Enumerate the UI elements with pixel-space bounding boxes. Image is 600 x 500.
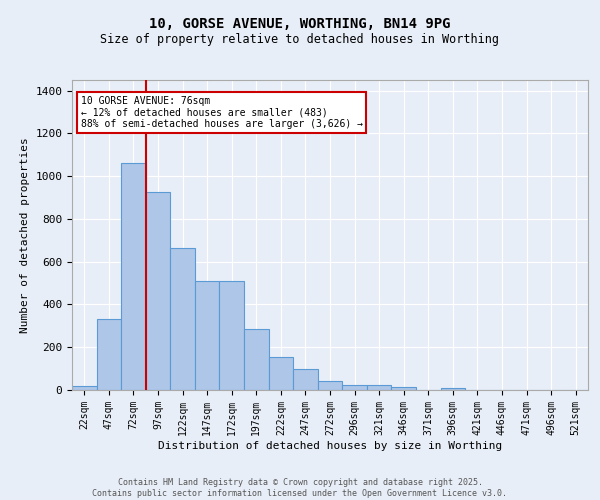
X-axis label: Distribution of detached houses by size in Worthing: Distribution of detached houses by size … xyxy=(158,440,502,450)
Bar xyxy=(342,384,367,390)
Bar xyxy=(170,248,195,390)
Text: Contains HM Land Registry data © Crown copyright and database right 2025.
Contai: Contains HM Land Registry data © Crown c… xyxy=(92,478,508,498)
Bar xyxy=(318,382,342,390)
Text: 10, GORSE AVENUE, WORTHING, BN14 9PG: 10, GORSE AVENUE, WORTHING, BN14 9PG xyxy=(149,18,451,32)
Y-axis label: Number of detached properties: Number of detached properties xyxy=(20,137,30,333)
Bar xyxy=(440,388,465,390)
Bar xyxy=(121,164,146,390)
Bar xyxy=(195,281,220,390)
Text: Size of property relative to detached houses in Worthing: Size of property relative to detached ho… xyxy=(101,32,499,46)
Bar xyxy=(97,320,121,390)
Bar xyxy=(244,329,269,390)
Bar xyxy=(72,386,97,390)
Bar xyxy=(269,357,293,390)
Bar xyxy=(391,387,416,390)
Bar xyxy=(220,281,244,390)
Bar xyxy=(293,368,318,390)
Bar xyxy=(146,192,170,390)
Text: 10 GORSE AVENUE: 76sqm
← 12% of detached houses are smaller (483)
88% of semi-de: 10 GORSE AVENUE: 76sqm ← 12% of detached… xyxy=(80,96,362,129)
Bar xyxy=(367,384,391,390)
